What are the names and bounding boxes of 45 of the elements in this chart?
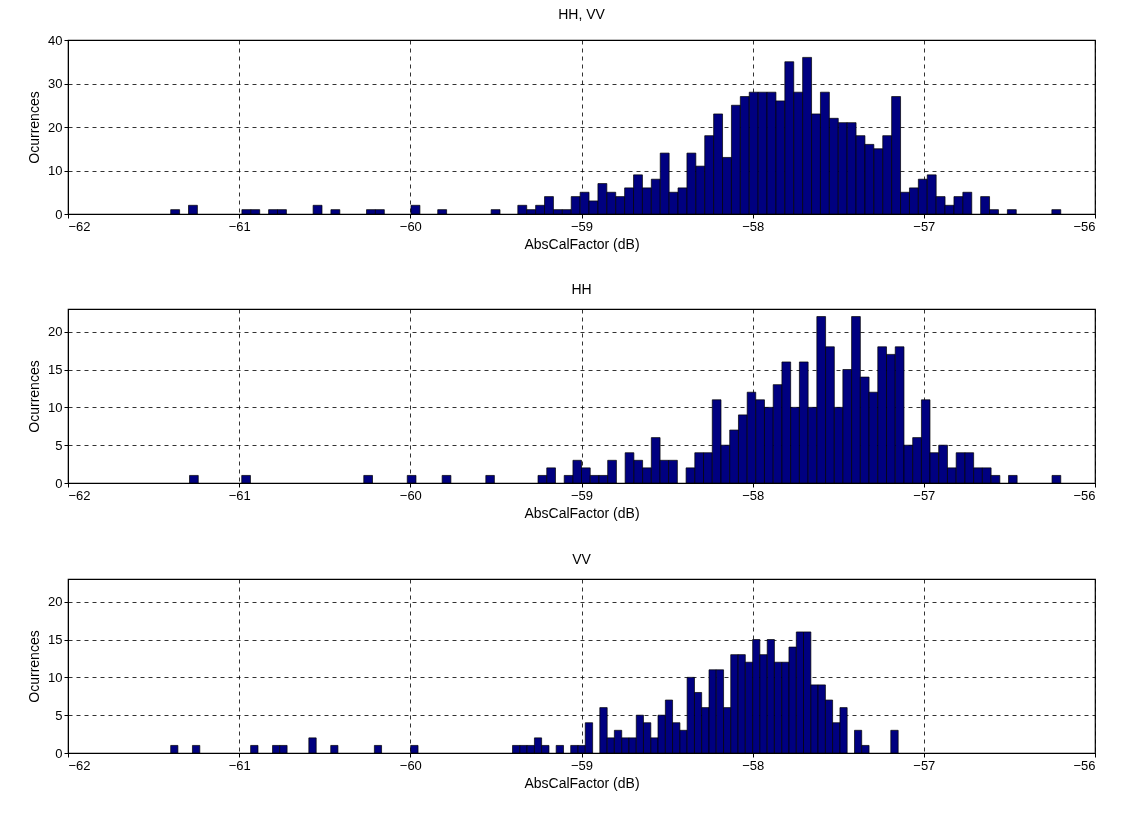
x-axis-title: AbsCalFactor (dB) xyxy=(524,235,640,252)
x-tick-label: −60 xyxy=(399,218,422,234)
x-tick-label: −61 xyxy=(228,218,251,234)
x-tick-label: −56 xyxy=(1073,218,1096,234)
y-tick-label: 15 xyxy=(48,632,63,648)
y-tick-label: 10 xyxy=(48,669,63,685)
y-tick-label: 0 xyxy=(55,475,63,491)
chart-title: HH xyxy=(571,281,592,297)
y-tick-label: 0 xyxy=(55,745,63,761)
x-tick-label: −57 xyxy=(913,487,936,503)
x-tick-label: −60 xyxy=(399,487,422,503)
x-tick-label: −56 xyxy=(1073,757,1096,773)
y-tick-label: 40 xyxy=(48,32,63,48)
x-tick-label: −61 xyxy=(228,757,251,773)
y-tick-label: 10 xyxy=(48,399,63,415)
x-tick-label: −61 xyxy=(228,487,251,503)
y-axis-title: Ocurrences xyxy=(26,630,43,703)
y-axis-title: Ocurrences xyxy=(26,91,43,164)
x-tick-label: −62 xyxy=(68,487,91,503)
x-tick-label: −56 xyxy=(1073,487,1096,503)
y-tick-label: 5 xyxy=(55,437,63,453)
chart-title: VV xyxy=(572,551,592,567)
y-axis-title: Ocurrences xyxy=(26,360,43,433)
chart-title: HH, VV xyxy=(558,6,606,22)
y-tick-label: 30 xyxy=(48,76,63,91)
y-tick-label: 5 xyxy=(55,707,63,723)
y-tick-label: 20 xyxy=(48,594,63,610)
x-tick-label: −57 xyxy=(913,218,936,234)
y-tick-label: 20 xyxy=(48,324,63,340)
y-tick-label: 0 xyxy=(55,206,63,222)
x-tick-label: −59 xyxy=(570,218,594,234)
x-tick-label: −59 xyxy=(570,487,594,503)
x-tick-label: −57 xyxy=(913,757,936,773)
x-tick-label: −58 xyxy=(742,487,765,503)
x-tick-label: −62 xyxy=(68,757,91,773)
x-tick-label: −62 xyxy=(68,218,91,234)
x-axis-title: AbsCalFactor (dB) xyxy=(524,774,640,791)
x-tick-label: −58 xyxy=(742,757,765,773)
x-tick-label: −59 xyxy=(570,757,594,773)
x-axis-title: AbsCalFactor (dB) xyxy=(524,504,640,521)
x-tick-label: −58 xyxy=(742,218,765,234)
y-tick-label: 20 xyxy=(48,119,63,135)
y-tick-label: 15 xyxy=(48,362,63,378)
x-tick-label: −60 xyxy=(399,757,422,773)
y-tick-label: 10 xyxy=(48,163,63,178)
